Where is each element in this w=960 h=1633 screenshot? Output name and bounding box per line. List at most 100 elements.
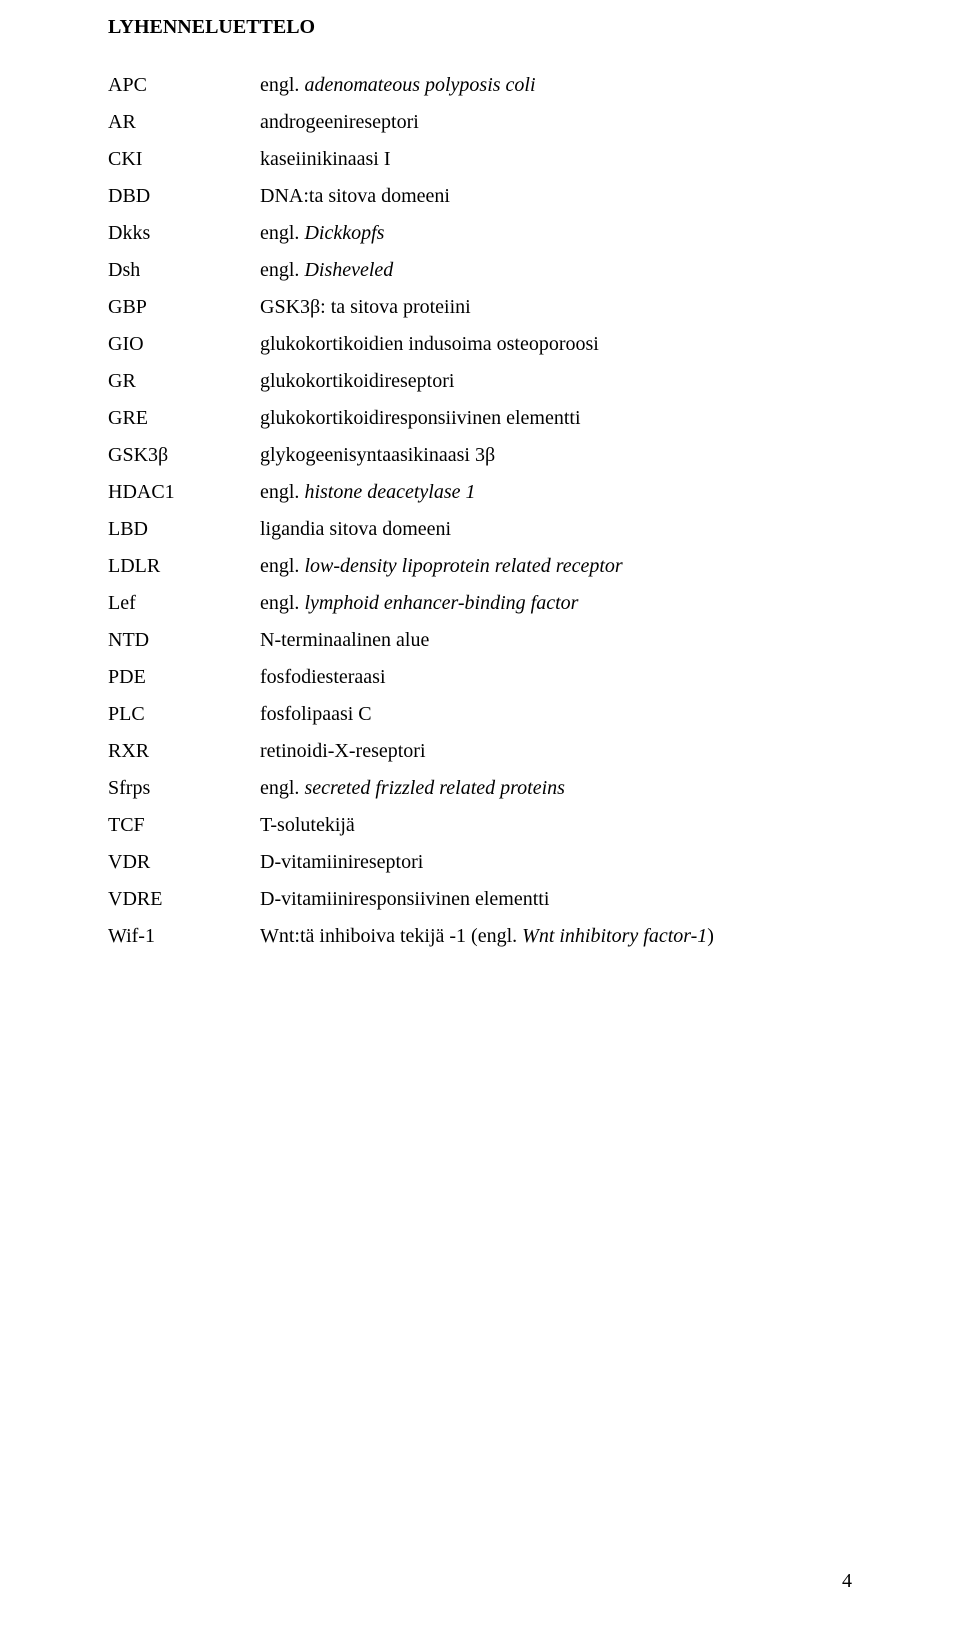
definition-text-italic: secreted frizzled related proteins xyxy=(304,777,565,799)
abbreviation-entry: Wif-1Wnt:tä inhiboiva tekijä -1 (engl. W… xyxy=(108,918,852,955)
definition-text: D-vitamiiniresponsiivinen elementti xyxy=(260,888,549,910)
definition-text-italic: Dickkopfs xyxy=(304,222,384,244)
definition-text: N-terminaalinen alue xyxy=(260,629,429,651)
abbreviation-definition: glukokortikoidireseptori xyxy=(260,363,852,400)
document-page: LYHENNELUETTELO APCengl. adenomateous po… xyxy=(0,0,960,1633)
abbreviation-entry: DBDDNA:ta sitova domeeni xyxy=(108,178,852,215)
definition-text: Wnt:tä inhiboiva tekijä -1 (engl. xyxy=(260,925,522,947)
abbreviation-entry: CKIkaseiinikinaasi I xyxy=(108,141,852,178)
definition-text: engl. xyxy=(260,555,304,577)
abbreviation-definition: engl. histone deacetylase 1 xyxy=(260,474,852,511)
definition-text: D-vitamiinireseptori xyxy=(260,851,423,873)
definition-text: glukokortikoidireseptori xyxy=(260,370,454,392)
definition-text: engl. xyxy=(260,222,304,244)
abbreviation-term: Sfrps xyxy=(108,770,260,807)
abbreviation-term: NTD xyxy=(108,622,260,659)
abbreviation-definition: engl. secreted frizzled related proteins xyxy=(260,770,852,807)
abbreviation-term: VDRE xyxy=(108,881,260,918)
abbreviation-entry: PLCfosfolipaasi C xyxy=(108,696,852,733)
abbreviation-entry: GRglukokortikoidireseptori xyxy=(108,363,852,400)
definition-text-italic: low-density lipoprotein related receptor xyxy=(304,555,622,577)
abbreviation-definition: ligandia sitova domeeni xyxy=(260,511,852,548)
abbreviation-entry: GBPGSK3β: ta sitova proteiini xyxy=(108,289,852,326)
abbreviation-definition: T-solutekijä xyxy=(260,807,852,844)
definition-text: ) xyxy=(707,925,714,947)
abbreviation-definition: engl. low-density lipoprotein related re… xyxy=(260,548,852,585)
abbreviation-term: TCF xyxy=(108,807,260,844)
abbreviation-term: GRE xyxy=(108,400,260,437)
definition-text-italic: Wnt inhibitory factor-1 xyxy=(522,925,707,947)
definition-text: GSK3β: ta sitova proteiini xyxy=(260,296,471,318)
abbreviation-entry: Dshengl. Disheveled xyxy=(108,252,852,289)
abbreviation-definition: engl. Dickkopfs xyxy=(260,215,852,252)
abbreviation-term: PDE xyxy=(108,659,260,696)
abbreviation-term: Lef xyxy=(108,585,260,622)
abbreviation-term: LBD xyxy=(108,511,260,548)
abbreviation-definition: fosfodiesteraasi xyxy=(260,659,852,696)
abbreviation-definition: glukokortikoidiresponsiivinen elementti xyxy=(260,400,852,437)
definition-text: glykogeenisyntaasikinaasi 3β xyxy=(260,444,495,466)
abbreviation-entry: Lefengl. lymphoid enhancer-binding facto… xyxy=(108,585,852,622)
abbreviation-definition: retinoidi-X-reseptori xyxy=(260,733,852,770)
definition-text-italic: Disheveled xyxy=(304,259,393,281)
abbreviation-entry: PDEfosfodiesteraasi xyxy=(108,659,852,696)
section-heading: LYHENNELUETTELO xyxy=(108,16,852,39)
abbreviation-term: APC xyxy=(108,67,260,104)
abbreviation-term: GSK3β xyxy=(108,437,260,474)
abbreviation-term: GBP xyxy=(108,289,260,326)
abbreviation-definition: kaseiinikinaasi I xyxy=(260,141,852,178)
definition-text: engl. xyxy=(260,777,304,799)
abbreviation-entry: ARandrogeenireseptori xyxy=(108,104,852,141)
abbreviation-term: CKI xyxy=(108,141,260,178)
abbreviation-entry: APCengl. adenomateous polyposis coli xyxy=(108,67,852,104)
abbreviation-definition: fosfolipaasi C xyxy=(260,696,852,733)
definition-text: T-solutekijä xyxy=(260,814,355,836)
abbreviation-entry: VDRD-vitamiinireseptori xyxy=(108,844,852,881)
definition-text-italic: lymphoid enhancer-binding factor xyxy=(304,592,578,614)
abbreviation-definition: engl. lymphoid enhancer-binding factor xyxy=(260,585,852,622)
abbreviation-term: HDAC1 xyxy=(108,474,260,511)
definition-text: fosfolipaasi C xyxy=(260,703,372,725)
page-number: 4 xyxy=(842,1570,852,1593)
abbreviation-entry: LBDligandia sitova domeeni xyxy=(108,511,852,548)
definition-text: androgeenireseptori xyxy=(260,111,419,133)
definition-text: engl. xyxy=(260,74,304,96)
definition-text: kaseiinikinaasi I xyxy=(260,148,391,170)
abbreviation-entry: Dkksengl. Dickkopfs xyxy=(108,215,852,252)
definition-text: fosfodiesteraasi xyxy=(260,666,386,688)
abbreviation-definition: Wnt:tä inhiboiva tekijä -1 (engl. Wnt in… xyxy=(260,918,852,955)
definition-text: DNA:ta sitova domeeni xyxy=(260,185,450,207)
abbreviation-term: LDLR xyxy=(108,548,260,585)
abbreviation-entry: GREglukokortikoidiresponsiivinen element… xyxy=(108,400,852,437)
definition-text: retinoidi-X-reseptori xyxy=(260,740,426,762)
abbreviation-definition: androgeenireseptori xyxy=(260,104,852,141)
definition-text: engl. xyxy=(260,481,304,503)
abbreviation-entry: HDAC1engl. histone deacetylase 1 xyxy=(108,474,852,511)
abbreviation-entry: LDLRengl. low-density lipoprotein relate… xyxy=(108,548,852,585)
abbreviation-definition: glukokortikoidien indusoima osteoporoosi xyxy=(260,326,852,363)
abbreviation-definition: engl. adenomateous polyposis coli xyxy=(260,67,852,104)
abbreviation-term: GR xyxy=(108,363,260,400)
abbreviation-term: AR xyxy=(108,104,260,141)
abbreviation-entry: GIOglukokortikoidien indusoima osteoporo… xyxy=(108,326,852,363)
abbreviation-definition: N-terminaalinen alue xyxy=(260,622,852,659)
abbreviation-term: Wif-1 xyxy=(108,918,260,955)
abbreviation-entry: TCFT-solutekijä xyxy=(108,807,852,844)
abbreviation-entry: GSK3βglykogeenisyntaasikinaasi 3β xyxy=(108,437,852,474)
abbreviation-list: APCengl. adenomateous polyposis coliARan… xyxy=(108,67,852,955)
definition-text-italic: histone deacetylase 1 xyxy=(304,481,475,503)
abbreviation-term: Dkks xyxy=(108,215,260,252)
abbreviation-term: GIO xyxy=(108,326,260,363)
abbreviation-definition: D-vitamiiniresponsiivinen elementti xyxy=(260,881,852,918)
definition-text: ligandia sitova domeeni xyxy=(260,518,451,540)
abbreviation-definition: glykogeenisyntaasikinaasi 3β xyxy=(260,437,852,474)
abbreviation-term: Dsh xyxy=(108,252,260,289)
abbreviation-term: DBD xyxy=(108,178,260,215)
abbreviation-definition: GSK3β: ta sitova proteiini xyxy=(260,289,852,326)
definition-text: engl. xyxy=(260,592,304,614)
abbreviation-entry: VDRED-vitamiiniresponsiivinen elementti xyxy=(108,881,852,918)
abbreviation-term: RXR xyxy=(108,733,260,770)
abbreviation-definition: D-vitamiinireseptori xyxy=(260,844,852,881)
abbreviation-definition: engl. Disheveled xyxy=(260,252,852,289)
abbreviation-entry: RXRretinoidi-X-reseptori xyxy=(108,733,852,770)
